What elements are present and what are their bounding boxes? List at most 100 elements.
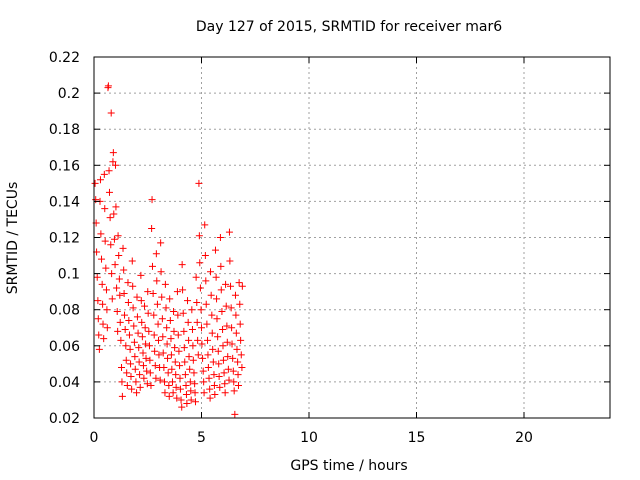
- data-point: [228, 340, 236, 348]
- data-point: [133, 293, 141, 301]
- data-point: [118, 378, 126, 386]
- data-point: [203, 320, 211, 328]
- data-point: [200, 389, 208, 397]
- data-point: [133, 389, 141, 397]
- data-point: [234, 371, 242, 379]
- data-point: [197, 306, 205, 314]
- data-point: [152, 250, 160, 258]
- data-point: [215, 372, 223, 380]
- data-point: [190, 369, 198, 377]
- data-point: [182, 391, 190, 399]
- data-point: [109, 158, 117, 166]
- data-point: [204, 351, 212, 359]
- data-point: [212, 273, 220, 281]
- data-point: [155, 351, 163, 359]
- data-point: [173, 288, 181, 296]
- data-point: [161, 280, 169, 288]
- data-point: [128, 385, 136, 393]
- data-point: [188, 326, 196, 334]
- y-tick-label: 0.08: [49, 303, 80, 319]
- data-point: [121, 311, 129, 319]
- data-point: [193, 298, 201, 306]
- data-point: [130, 322, 138, 330]
- data-point: [161, 378, 169, 386]
- data-point: [234, 358, 242, 366]
- y-tick-label: 0.2: [58, 86, 80, 102]
- data-point: [209, 358, 217, 366]
- data-point: [121, 326, 129, 334]
- data-point: [101, 237, 109, 245]
- data-point: [232, 329, 240, 337]
- data-point: [148, 224, 156, 232]
- data-point: [192, 273, 200, 281]
- data-point: [168, 365, 176, 373]
- data-point: [233, 345, 241, 353]
- data-point: [178, 261, 186, 269]
- data-point: [189, 356, 197, 364]
- data-point: [204, 336, 212, 344]
- data-point: [204, 363, 212, 371]
- data-point: [193, 318, 201, 326]
- data-point: [146, 369, 154, 377]
- data-point: [208, 311, 216, 319]
- y-tick-label: 0.02: [49, 411, 80, 427]
- data-point: [140, 374, 148, 382]
- data-point: [152, 374, 160, 382]
- data-point: [143, 380, 151, 388]
- data-point: [222, 280, 230, 288]
- data-point: [237, 351, 245, 359]
- data-point: [129, 304, 137, 312]
- y-tick-label: 0.06: [49, 339, 80, 355]
- x-axis-label: GPS time / hours: [290, 458, 407, 474]
- data-point: [168, 378, 176, 386]
- data-point: [117, 336, 125, 344]
- data-point: [174, 331, 182, 339]
- data-point: [171, 358, 179, 366]
- data-point: [230, 387, 238, 395]
- data-point: [112, 161, 119, 169]
- data-point: [222, 302, 230, 310]
- data-point: [224, 353, 232, 361]
- data-point: [198, 324, 205, 332]
- data-point: [124, 279, 132, 287]
- y-tick-label: 0.1: [58, 267, 80, 283]
- data-point: [93, 273, 101, 281]
- data-point: [109, 149, 117, 157]
- data-point: [236, 300, 244, 308]
- data-point: [199, 354, 207, 362]
- data-point: [123, 369, 131, 377]
- data-point: [120, 266, 128, 274]
- data-point: [127, 360, 135, 368]
- data-point: [165, 392, 173, 400]
- data-point: [120, 289, 128, 297]
- data-point: [215, 360, 223, 368]
- data-point: [195, 179, 203, 187]
- data-point: [188, 306, 196, 314]
- data-point: [144, 309, 152, 317]
- data-point: [163, 340, 171, 348]
- data-points: [91, 82, 246, 418]
- data-point: [182, 382, 190, 390]
- data-point: [195, 232, 203, 240]
- data-point: [186, 378, 194, 386]
- data-point: [108, 270, 116, 278]
- data-point: [219, 342, 227, 350]
- data-point: [103, 306, 111, 314]
- data-point: [164, 369, 172, 377]
- data-point: [110, 210, 118, 218]
- data-point: [223, 338, 231, 346]
- data-point: [201, 221, 209, 229]
- data-point: [231, 291, 239, 299]
- data-point: [180, 344, 188, 352]
- grid-lines: [94, 57, 610, 418]
- data-point: [122, 342, 130, 350]
- data-point: [230, 378, 238, 386]
- data-point: [181, 358, 189, 366]
- data-point: [191, 398, 199, 406]
- data-point: [229, 367, 237, 375]
- data-point: [229, 354, 237, 362]
- data-point: [170, 327, 178, 335]
- data-point: [217, 262, 225, 270]
- data-point: [226, 257, 234, 265]
- data-point: [214, 347, 222, 355]
